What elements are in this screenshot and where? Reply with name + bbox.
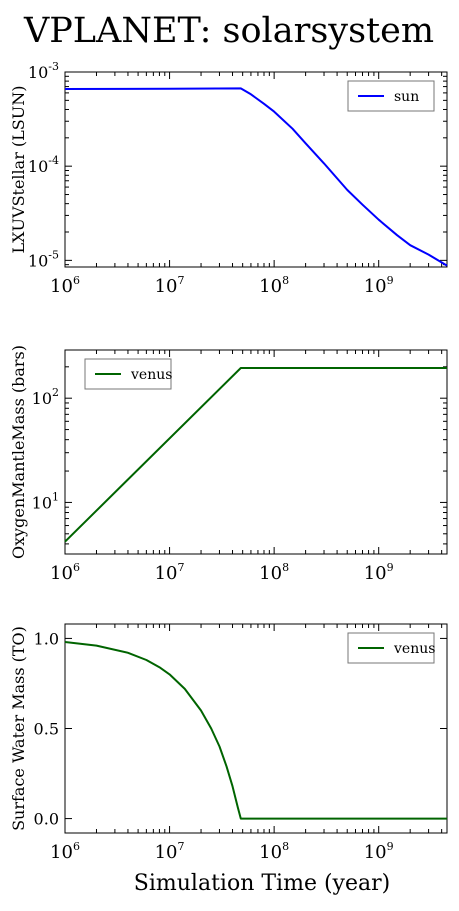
series-line-venus <box>64 641 447 820</box>
x-tick-label: 106 <box>50 561 80 584</box>
y-tick-label: 1.0 <box>34 629 59 648</box>
plot-frame <box>64 349 448 555</box>
x-tick-label: 106 <box>50 274 80 297</box>
x-tick-label: 107 <box>155 840 185 863</box>
legend-label: venus <box>393 641 435 657</box>
y-axis-label: Surface Water Mass (TO) <box>9 626 28 831</box>
x-tick-label: 106 <box>50 840 80 863</box>
x-tick-label: 107 <box>155 274 185 297</box>
x-tick-label: 108 <box>259 274 289 297</box>
y-tick-label: 10-5 <box>28 248 59 270</box>
y-axis-label: OxygenMantleMass (bars) <box>9 345 28 559</box>
x-tick-label: 108 <box>259 561 289 584</box>
y-tick-label: 102 <box>32 386 59 408</box>
legend-label: venus <box>130 367 172 383</box>
x-axis-label: Simulation Time (year) <box>134 871 390 896</box>
x-tick-label: 109 <box>364 274 394 297</box>
y-tick-label: 101 <box>32 490 59 512</box>
legend: sun <box>347 80 435 112</box>
figure-title: VPLANET: solarsystem <box>23 11 434 51</box>
y-tick-label: 0.5 <box>34 720 59 739</box>
legend-label: sun <box>394 89 419 105</box>
series-line-venus <box>64 367 447 543</box>
panel-3: 106 107 108 109 1.0 0.5 0.0 Surface Water Mass … <box>9 623 448 863</box>
x-tick-label: 108 <box>259 840 289 863</box>
y-tick-label: 0.0 <box>34 810 59 829</box>
plot-frame <box>64 71 448 268</box>
y-axis-label: LXUVStellar (LSUN) <box>9 86 28 254</box>
y-tick-label: 10-4 <box>28 154 59 176</box>
x-tick-label: 109 <box>364 840 394 863</box>
legend: venus <box>84 358 172 390</box>
series-line-sun <box>64 87 448 267</box>
legend: venus <box>347 632 435 664</box>
y-tick-label: 10-3 <box>28 60 59 82</box>
x-tick-label: 109 <box>364 561 394 584</box>
x-tick-label: 107 <box>155 561 185 584</box>
